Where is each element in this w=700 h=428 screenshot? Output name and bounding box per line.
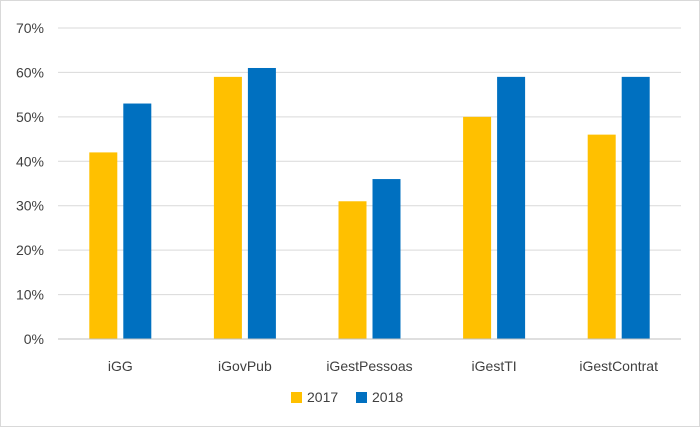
bar-2018-iGestContrat [621,76,650,339]
bar-2017-iGG [89,152,118,339]
bar-2017-iGovPub [213,76,242,339]
y-tick-label: 0% [24,331,44,347]
y-tick-label: 30% [16,198,44,214]
legend-label-2017: 2017 [307,389,338,405]
x-tick-label: iGestContrat [579,358,658,374]
y-tick-label: 50% [16,109,44,125]
gridlines [58,27,681,296]
bar-2018-iGG [123,103,152,340]
x-tick-label: iGG [108,358,133,374]
y-tick-label: 20% [16,242,44,258]
legend-swatch-2017 [291,392,302,403]
y-tick-label: 60% [16,64,44,80]
bar-2018-iGovPub [247,67,276,339]
legend-swatch-2018 [356,392,367,403]
bar-2018-iGestPessoas [372,179,401,339]
bar-2017-iGestPessoas [338,201,367,339]
y-tick-label: 40% [16,153,44,169]
bar-2017-iGestContrat [587,134,616,339]
x-tick-label: iGestPessoas [326,358,412,374]
x-tick-label: iGestTI [472,358,517,374]
bar-2018-iGestTI [497,76,526,339]
y-tick-label: 70% [16,20,44,36]
x-tick-label: iGovPub [218,358,272,374]
legend-label-2018: 2018 [372,389,403,405]
legend: 2017 2018 [291,389,403,405]
y-tick-label: 10% [16,287,44,303]
y-axis-tick-labels: 0% 10% 20% 30% 40% 50% 60% 70% [16,20,44,347]
bars [89,67,650,340]
bar-2017-iGestTI [463,116,492,339]
x-axis-tick-labels: iGG iGovPub iGestPessoas iGestTI iGestContra… [108,358,658,374]
